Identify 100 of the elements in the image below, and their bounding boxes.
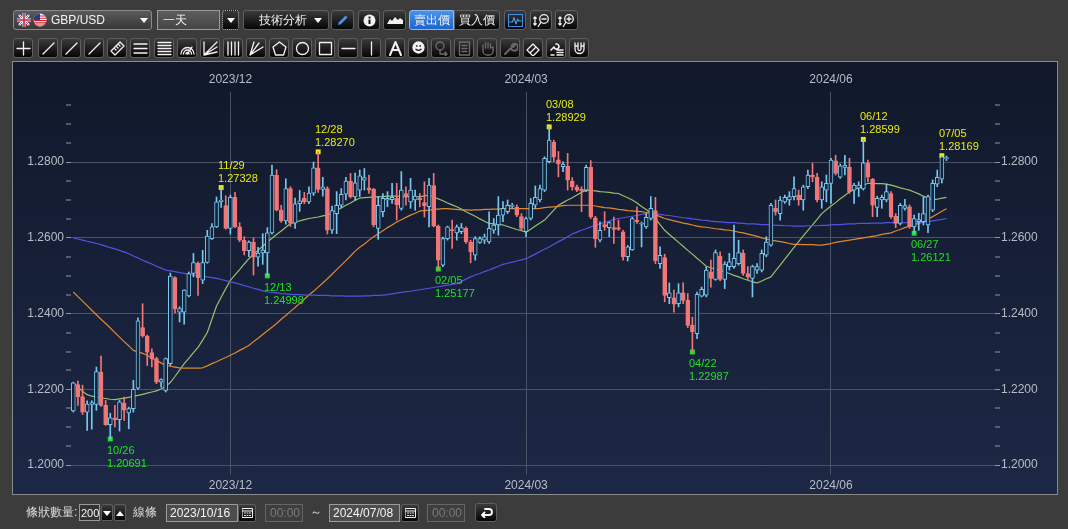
candlestick xyxy=(879,194,885,209)
candlestick xyxy=(80,384,85,415)
candlestick xyxy=(787,191,792,206)
candlestick xyxy=(773,199,778,216)
text: ～ xyxy=(310,505,322,519)
candlestick xyxy=(274,169,279,212)
candlestick xyxy=(870,178,875,217)
y-tick-label: 1.2000 xyxy=(27,457,65,472)
candlestick xyxy=(112,404,118,428)
category-label: 2023/12 xyxy=(208,72,253,87)
data-label: 12/28 1.28270 xyxy=(315,122,355,148)
candlestick xyxy=(399,171,404,211)
candlestick xyxy=(468,239,473,264)
candlestick xyxy=(616,219,621,231)
candlestick xyxy=(750,264,755,298)
candlestick xyxy=(325,186,330,235)
candlestick xyxy=(334,191,339,235)
data-label: 06/27 1.26121 xyxy=(911,238,951,264)
candlestick xyxy=(796,189,801,206)
time-field: 00:00 xyxy=(265,504,303,522)
data-label: 12/13 1.24998 xyxy=(264,280,304,306)
candlestick xyxy=(362,168,367,191)
y2-tick-label: 1.2600 xyxy=(1001,230,1039,245)
candlestick xyxy=(653,196,658,264)
candlestick xyxy=(810,162,815,183)
x-tick-label: 2024/06 xyxy=(809,477,853,492)
candlestick xyxy=(833,154,838,176)
candlestick xyxy=(713,249,718,281)
candlestick xyxy=(634,206,640,224)
date-field: 2023/10/16 xyxy=(166,504,238,522)
candlestick xyxy=(445,225,450,241)
candlestick xyxy=(907,204,912,229)
symbol-dropdown: GBP/USD xyxy=(13,10,152,30)
candlestick xyxy=(842,154,848,176)
y2-tick-label: 1.2400 xyxy=(1001,305,1039,320)
y2-tick-label: 1.2800 xyxy=(1001,154,1039,169)
y-tick-label: 1.2200 xyxy=(27,381,65,396)
candlestick xyxy=(297,190,303,212)
candlestick xyxy=(154,356,159,385)
candlestick xyxy=(389,182,395,204)
data-label: 11/29 1.27328 xyxy=(218,158,258,184)
candlestick xyxy=(371,187,376,228)
toggle-button: 買入價 xyxy=(454,10,500,30)
candlestick xyxy=(602,211,607,231)
y-tick-label: 1.2400 xyxy=(27,305,65,320)
candlestick xyxy=(662,253,667,303)
candlestick xyxy=(288,186,293,227)
candlestick xyxy=(736,239,741,266)
toggle-button: 賣出價 xyxy=(409,10,454,30)
candlestick xyxy=(556,151,561,178)
candlestick xyxy=(320,176,326,197)
candlestick xyxy=(916,212,922,231)
period-field: 一天 xyxy=(157,10,220,30)
candlestick xyxy=(228,194,233,235)
count-field: 200 xyxy=(79,504,100,521)
data-label: 02/05 1.25177 xyxy=(435,274,475,300)
candlestick xyxy=(394,182,400,221)
candlestick xyxy=(422,181,427,218)
data-label: 04/22 1.22987 xyxy=(689,356,729,382)
time-field: 00:00 xyxy=(427,504,465,522)
category-label: 2024/06 xyxy=(809,72,853,87)
candlestick xyxy=(611,216,617,244)
candlestick xyxy=(71,381,76,413)
y2-tick-label: 1.2000 xyxy=(1001,457,1039,472)
data-label: 06/12 1.28599 xyxy=(860,110,900,136)
candlestick xyxy=(126,406,132,430)
category-label: 2024/03 xyxy=(504,72,548,87)
candlestick xyxy=(251,237,256,276)
candlestick xyxy=(676,283,681,308)
text: 條狀數量: xyxy=(26,505,78,519)
candlestick xyxy=(408,178,413,209)
candlestick xyxy=(140,303,145,338)
date-field: 2024/07/08 xyxy=(329,504,400,522)
data-label: 07/05 1.28169 xyxy=(939,126,979,152)
candlestick xyxy=(103,400,108,426)
candlestick xyxy=(565,153,570,191)
y-tick-label: 1.2600 xyxy=(27,230,65,245)
x-tick-label: 2023/12 xyxy=(208,477,253,492)
candlestick xyxy=(348,173,353,199)
data-label: 03/08 1.28929 xyxy=(546,97,586,123)
menu-button: 技術分析 xyxy=(243,10,329,30)
candlestick xyxy=(505,199,510,214)
candlestick xyxy=(593,215,598,248)
candlestick xyxy=(824,174,829,203)
candlestick xyxy=(84,400,90,431)
candlestick xyxy=(459,223,464,235)
candlestick xyxy=(417,193,423,208)
candlestick xyxy=(191,253,196,278)
text: 線條 xyxy=(133,505,157,519)
candlestick xyxy=(117,400,122,432)
chart-title: GBP/USD xyxy=(51,13,106,27)
x-tick-label: 2024/03 xyxy=(504,477,549,492)
y2-tick-label: 1.2200 xyxy=(1001,381,1039,396)
candlestick xyxy=(496,196,501,236)
candlestick xyxy=(884,183,889,203)
candlestick xyxy=(311,161,316,196)
candlestick xyxy=(639,221,644,248)
candlestick xyxy=(921,196,926,226)
candlestick xyxy=(94,366,99,411)
y-tick-label: 1.2800 xyxy=(27,154,65,169)
